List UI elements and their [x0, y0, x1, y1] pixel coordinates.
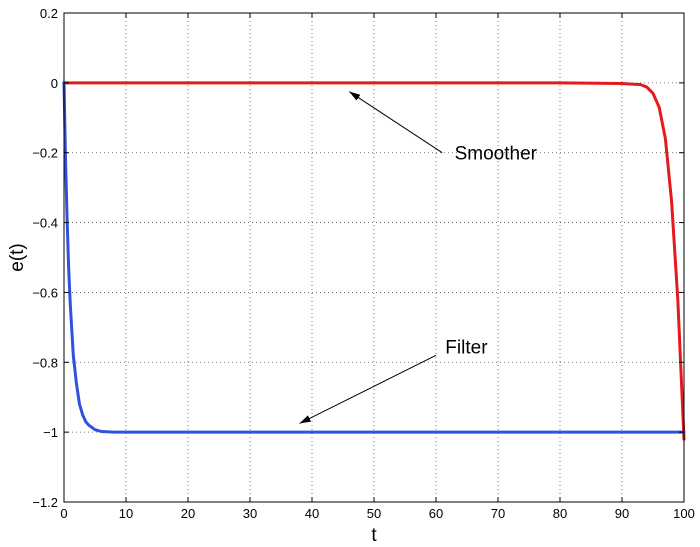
annotation-label-filter: Filter: [445, 338, 488, 359]
annotation-arrow-smoother: [348, 91, 443, 154]
x-tick-label: 50: [367, 506, 381, 521]
y-tick-label: −0.2: [32, 146, 58, 161]
series-group: [62, 81, 686, 441]
annotation-arrowhead-filter: [299, 415, 312, 424]
x-tick-label: 30: [243, 506, 257, 521]
y-tick-label: −1.2: [32, 495, 58, 510]
y-axis-label: e(t): [7, 243, 28, 272]
annotations: Smoother Filter: [299, 91, 538, 424]
y-tick-label: −0.8: [32, 355, 58, 370]
x-tick-label: 0: [60, 506, 67, 521]
annotation-arrowhead-smoother: [349, 91, 361, 101]
y-tick-label: 0: [51, 76, 58, 91]
annotation-arrow-filter: [299, 354, 437, 424]
x-tick-label: 10: [119, 506, 133, 521]
series-line-filter: [62, 81, 686, 434]
x-tick-label: 80: [553, 506, 567, 521]
x-axis-label: t: [371, 525, 377, 546]
x-tick-label: 100: [673, 506, 695, 521]
x-tick-label: 40: [305, 506, 319, 521]
annotation-label-smoother: Smoother: [455, 144, 538, 165]
series-line-smoother: [62, 81, 686, 441]
x-tick-label: 70: [491, 506, 505, 521]
y-tick-label: −0.4: [32, 216, 58, 231]
axis-ticks: 0 10 20 30 40 50 60 70 80 90 100 0.2 0 −0.2 −0.4 −0.6 −0…: [32, 6, 695, 521]
y-tick-label: −0.6: [32, 285, 58, 300]
x-tick-label: 90: [615, 506, 629, 521]
x-tick-label: 60: [429, 506, 443, 521]
y-tick-label: −1: [43, 425, 58, 440]
x-tick-label: 20: [181, 506, 195, 521]
y-tick-label: 0.2: [40, 6, 58, 21]
